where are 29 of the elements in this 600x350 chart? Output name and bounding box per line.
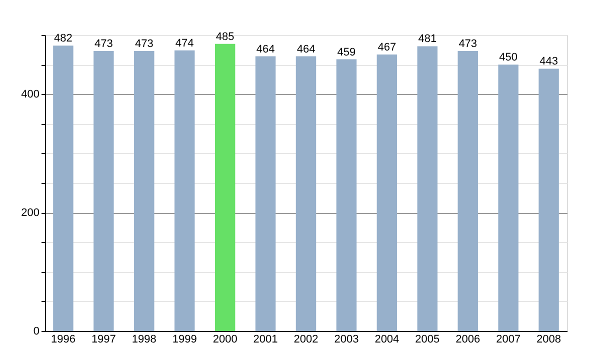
data-label: 473 <box>458 38 478 50</box>
x-tick-label: 2007 <box>496 334 521 346</box>
x-tick-label: 2005 <box>415 334 440 346</box>
data-label: 473 <box>134 38 154 50</box>
data-label: 482 <box>54 32 72 45</box>
x-tick-label: 2004 <box>374 334 400 346</box>
x-tick-label: 1996 <box>50 334 76 346</box>
x-tick-label: 2001 <box>253 334 278 346</box>
data-label: 464 <box>296 43 316 56</box>
data-label: 467 <box>378 42 396 54</box>
x-tick-label: 1999 <box>172 334 197 346</box>
x-tick-label: 1998 <box>132 334 156 346</box>
x-tick-label: 2003 <box>334 334 359 346</box>
data-label: 464 <box>256 43 275 56</box>
x-tick-label: 2002 <box>294 334 318 346</box>
x-tick-label: 1997 <box>91 334 116 346</box>
data-label: 450 <box>499 52 518 64</box>
y-tick-label: 0 <box>33 326 40 338</box>
data-label: 459 <box>337 46 356 58</box>
data-label: 443 <box>540 56 558 68</box>
x-tick-label: 2006 <box>456 334 480 346</box>
data-label: 485 <box>216 30 234 43</box>
x-tick-label: 2000 <box>212 334 238 346</box>
data-label: 473 <box>94 38 113 50</box>
data-label: 474 <box>175 37 194 50</box>
y-tick-label: 200 <box>21 207 40 220</box>
data-label: 481 <box>418 33 437 46</box>
y-tick-label: 400 <box>21 88 40 101</box>
x-tick-label: 2008 <box>536 334 562 346</box>
